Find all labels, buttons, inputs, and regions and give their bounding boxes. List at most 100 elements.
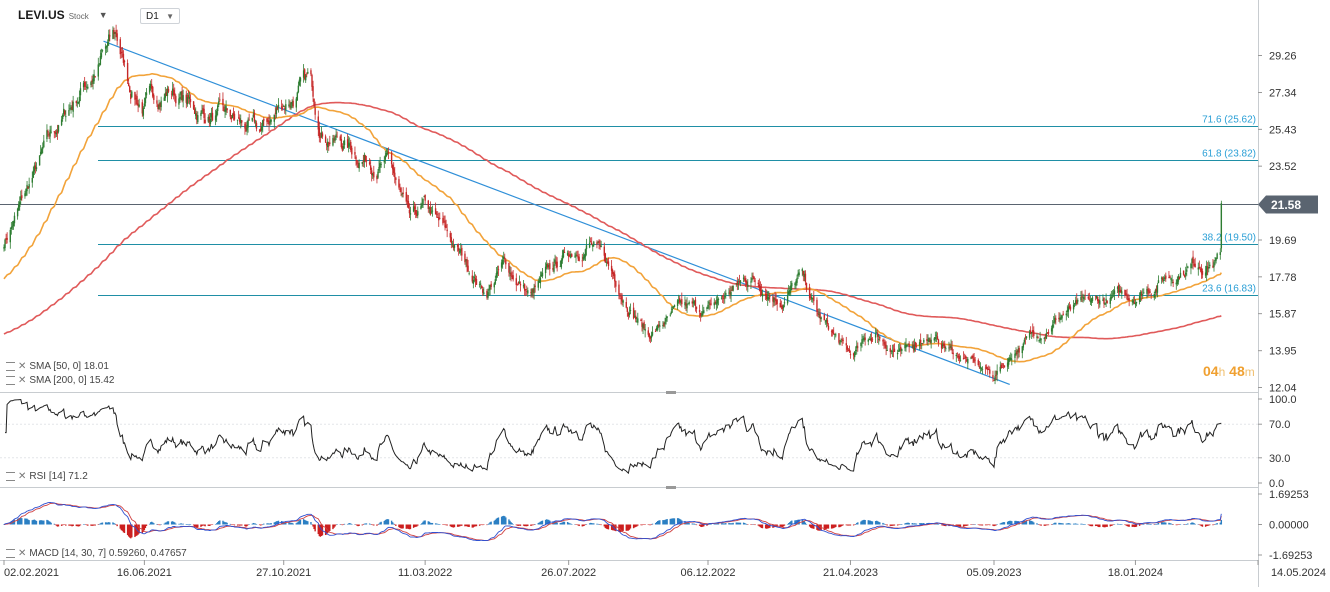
macd-hist-bar <box>339 524 341 525</box>
candle <box>1219 248 1221 260</box>
candle-body <box>478 284 481 285</box>
candle-body <box>893 348 896 352</box>
macd-hist-bar <box>170 521 173 525</box>
candle <box>138 98 140 108</box>
candle-body <box>1121 291 1123 294</box>
settings-icon[interactable] <box>6 549 15 558</box>
candle-body <box>471 275 473 282</box>
fibonacci-levels[interactable]: 71.6 (25.62)61.8 (23.82)38.2 (19.50)23.6… <box>98 115 1258 296</box>
rsi-legend[interactable]: ✕ RSI [14] 71.2 <box>6 471 88 482</box>
candle-body <box>853 351 856 358</box>
candle-body <box>252 114 255 118</box>
candle-body <box>583 254 586 259</box>
candle <box>974 357 976 367</box>
candle <box>970 356 972 360</box>
candle <box>28 177 30 194</box>
panel-resize-handle[interactable] <box>666 486 676 489</box>
close-icon[interactable]: ✕ <box>18 548 27 559</box>
settings-icon[interactable] <box>6 376 15 385</box>
macd-hist-bar <box>479 524 482 526</box>
candle-body <box>592 244 594 247</box>
candle <box>468 271 470 276</box>
candle <box>1214 256 1216 266</box>
candle-body <box>904 345 906 349</box>
close-icon[interactable]: ✕ <box>18 375 27 386</box>
candle-body <box>773 297 775 303</box>
macd-hist-bar <box>1175 524 1177 526</box>
macd-hist-bar <box>713 523 715 525</box>
candle-body <box>174 93 176 96</box>
candle-body <box>39 151 42 155</box>
macd-hist-bar <box>941 524 944 526</box>
candle-body <box>840 340 842 343</box>
rsi-tick-label: 100.0 <box>1269 394 1297 406</box>
instrument-header[interactable]: LEVI.US Stock ▼ <box>18 8 108 22</box>
candle-body <box>509 272 511 274</box>
macd-hist-bar <box>907 522 909 525</box>
candle <box>1051 320 1054 335</box>
candle-body <box>401 193 403 195</box>
macd-hist-bar <box>764 524 767 529</box>
candle <box>20 190 22 205</box>
macd-hist-bar <box>481 524 483 525</box>
candle-body <box>120 52 123 54</box>
settings-icon[interactable] <box>6 362 15 371</box>
macd-hist-bar <box>870 521 873 525</box>
macd-hist-bar <box>291 522 293 525</box>
macd-hist-bar <box>68 524 70 526</box>
candle <box>355 155 357 166</box>
candle-body <box>1125 293 1127 296</box>
candle <box>802 270 805 282</box>
macd-hist-bar <box>985 524 988 526</box>
candle <box>541 267 544 279</box>
panel-resize-handle[interactable] <box>666 391 676 394</box>
macd-hist-bar <box>620 524 622 532</box>
candle <box>401 192 403 198</box>
sma50-legend[interactable]: ✕ SMA [50, 0] 18.01 <box>6 361 109 372</box>
candle-body <box>165 92 168 96</box>
trendline[interactable] <box>103 40 1010 385</box>
macd-hist-bar <box>409 524 412 530</box>
macd-hist-bar <box>724 523 726 525</box>
close-icon[interactable]: ✕ <box>18 471 27 482</box>
candle-body <box>371 170 373 175</box>
candle <box>1112 289 1115 298</box>
candle <box>1153 291 1155 301</box>
sma200-legend[interactable]: ✕ SMA [200, 0] 15.42 <box>6 375 114 386</box>
candle-body <box>77 102 80 104</box>
candle-body <box>113 30 115 34</box>
macd-hist-bar <box>486 524 488 526</box>
candle-body <box>1104 302 1106 305</box>
macd-hist-bar <box>412 524 415 528</box>
macd-hist-bar <box>547 519 549 525</box>
close-icon[interactable]: ✕ <box>18 361 27 372</box>
candle-body <box>566 252 569 256</box>
chevron-down-icon[interactable]: ▼ <box>98 10 108 20</box>
candle-body <box>1055 318 1057 320</box>
candle-body <box>852 353 855 356</box>
candle-body <box>553 264 555 272</box>
candle <box>640 318 642 322</box>
candle-body <box>737 283 740 285</box>
macd-hist-bar <box>254 523 257 525</box>
candle <box>471 270 473 284</box>
macd-hist-bar <box>1047 524 1050 526</box>
candle-body <box>1039 338 1041 341</box>
candle <box>679 295 681 305</box>
macd-legend[interactable]: ✕ MACD [14, 30, 7] 0.59260, 0.47657 <box>6 548 187 559</box>
macd-hist-bar <box>1143 523 1145 525</box>
timeframe-select[interactable]: D1 ▼ <box>140 8 180 24</box>
settings-icon[interactable] <box>6 472 15 481</box>
candle <box>549 259 551 276</box>
macd-hist-bar <box>373 524 375 526</box>
macd-hist-bar <box>830 524 833 529</box>
candle <box>126 59 129 84</box>
candle <box>856 340 858 355</box>
candle <box>237 110 240 120</box>
candle <box>158 99 160 110</box>
macd-hist-bar <box>604 524 607 528</box>
macd-hist-bar <box>288 522 290 525</box>
candle <box>965 354 967 364</box>
candle-body <box>900 346 902 351</box>
